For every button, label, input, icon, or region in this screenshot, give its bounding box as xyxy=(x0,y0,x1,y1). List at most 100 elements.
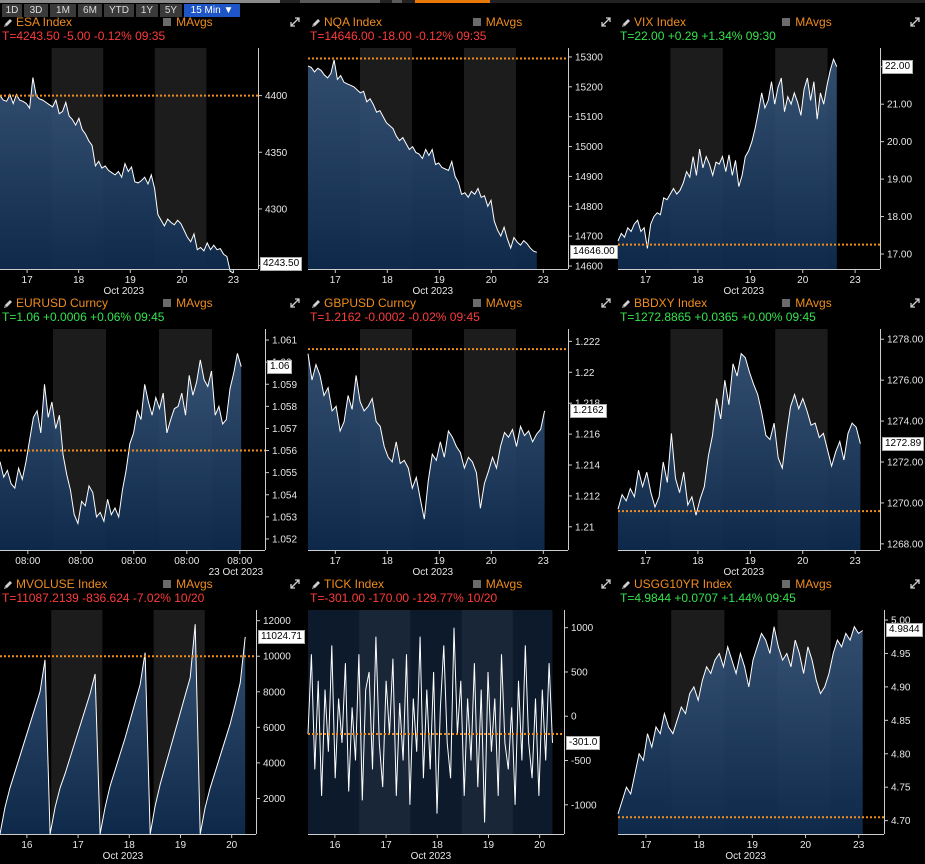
expand-icon[interactable] xyxy=(289,578,301,590)
chart-svg: 1.211.2121.2141.2161.2181.221.2221718192… xyxy=(307,329,600,578)
y-tick-label: 4000 xyxy=(263,758,286,769)
series-line xyxy=(307,59,537,253)
series-line xyxy=(617,57,838,249)
quote-line: T=4.9844 +0.0707 +1.44% 09:45 xyxy=(620,591,796,605)
x-tick-label: 18 xyxy=(73,275,85,286)
chart-svg: 1.052 1.053 1.054 1.055 1.056 1.057 1.058 1.059… xyxy=(0,329,297,578)
x-tick-label: 20 xyxy=(797,556,809,567)
expand-icon[interactable] xyxy=(289,16,301,28)
expand-icon[interactable] xyxy=(289,297,301,309)
pencil-icon[interactable] xyxy=(620,579,632,591)
y-tick-label: 1270.00 xyxy=(887,498,924,509)
mavgs-checkbox[interactable] xyxy=(163,299,172,307)
chart-svg: 4.70 4.75 4.80 4.85 4.90 4.95 5.00 17 18 19 20 23 Oc… xyxy=(617,610,911,862)
mavgs-label[interactable]: MAvgs xyxy=(485,15,523,29)
series-line xyxy=(0,624,246,835)
mavgs-checkbox[interactable] xyxy=(472,580,481,588)
chart-panel-usgg10yr-index: USGG10YR Index MAvgs T=4.9844 +0.0707 +1.4… xyxy=(617,577,925,864)
quote-line: T=14646.00 -18.00 -0.12% 09:35 xyxy=(310,29,487,43)
x-tick-label: 20 xyxy=(486,275,498,286)
pencil-icon[interactable] xyxy=(310,17,322,29)
chart-title[interactable]: VIX Index xyxy=(634,15,687,29)
y-tick-label: 14700 xyxy=(575,232,603,243)
expand-icon[interactable] xyxy=(600,16,612,28)
mavgs-checkbox[interactable] xyxy=(782,580,791,588)
chart-panel-nqa-index: NQA Index MAvgs T=14646.00 -18.00 -0.12% 0… xyxy=(307,15,618,299)
x-tick-label: 18 xyxy=(692,275,704,286)
pencil-icon[interactable] xyxy=(2,579,14,591)
mavgs-checkbox[interactable] xyxy=(472,299,481,307)
mavgs-label[interactable]: MAvgs xyxy=(795,15,832,29)
y-tick-label: 1000 xyxy=(571,623,594,634)
mavgs-label[interactable]: MAvgs xyxy=(176,15,213,29)
pencil-icon[interactable] xyxy=(310,579,322,591)
last-price-tag: 1272.89 xyxy=(882,436,925,451)
expand-icon[interactable] xyxy=(600,297,612,309)
expand-icon[interactable] xyxy=(909,16,921,28)
y-tick-label: 19.00 xyxy=(887,175,912,186)
x-tick-label: 08:00 xyxy=(174,556,199,567)
pencil-icon[interactable] xyxy=(620,298,632,310)
pencil-icon[interactable] xyxy=(620,17,632,29)
last-price-tag: 4243.50 xyxy=(260,257,303,271)
y-tick-label: 1.052 xyxy=(272,534,297,545)
x-tick-label: 20 xyxy=(176,275,188,286)
x-tick-label: 20 xyxy=(800,840,812,851)
chart-panel-eurusd-curncy: EURUSD Curncy MAvgs T=1.06 +0.0006 +0.06% … xyxy=(0,296,305,580)
x-axis-label: Oct 2023 xyxy=(411,851,452,862)
chart-title[interactable]: ESA Index xyxy=(16,15,73,29)
range-button-5y[interactable]: 5Y xyxy=(160,4,182,17)
x-tick-label: 18 xyxy=(124,840,136,851)
chart-title[interactable]: GBPUSD Curncy xyxy=(324,296,417,310)
series-line xyxy=(307,353,546,520)
mavgs-label[interactable]: MAvgs xyxy=(795,296,832,310)
x-tick-label: 17 xyxy=(640,556,652,567)
quote-line: T=22.00 +0.29 +1.34% 09:30 xyxy=(620,29,776,43)
mavgs-label[interactable]: MAvgs xyxy=(176,577,213,591)
mavgs-checkbox[interactable] xyxy=(782,18,791,26)
expand-icon[interactable] xyxy=(909,297,921,309)
x-tick-label: 17 xyxy=(381,840,393,851)
x-tick-label: 19 xyxy=(125,275,137,286)
range-button-3d[interactable]: 3D xyxy=(24,4,48,17)
expand-icon[interactable] xyxy=(909,578,921,590)
pencil-icon[interactable] xyxy=(2,17,14,29)
y-tick-label: 14600 xyxy=(575,262,603,273)
quote-line: T=-301.00 -170.00 -129.77% 10/20 xyxy=(310,591,498,605)
x-tick-label: 23 xyxy=(538,275,550,286)
x-tick-label: 19 xyxy=(483,840,495,851)
chart-svg: 1268.00 1270.00 1272.00 1274.00 1276.00 1278.… xyxy=(617,329,924,578)
mavgs-label[interactable]: MAvgs xyxy=(795,577,832,591)
x-tick-label: 23 xyxy=(850,556,862,567)
range-button-1y[interactable]: 1Y xyxy=(136,4,158,17)
x-tick-label: 20 xyxy=(797,275,809,286)
y-tick-label: 4300 xyxy=(265,204,288,215)
range-button-6m[interactable]: 6M xyxy=(78,4,102,17)
y-tick-label: 1278.00 xyxy=(887,335,924,346)
mavgs-label[interactable]: MAvgs xyxy=(485,296,523,310)
mavgs-checkbox[interactable] xyxy=(782,299,791,307)
chart-title[interactable]: EURUSD Curncy xyxy=(16,296,109,310)
interval-dropdown[interactable]: 15 Min ▼ xyxy=(184,4,240,17)
mavgs-label[interactable]: MAvgs xyxy=(485,577,523,591)
series-area xyxy=(618,353,861,550)
range-button-ytd[interactable]: YTD xyxy=(104,4,134,17)
range-button-1d[interactable]: 1D xyxy=(2,4,22,17)
range-button-1m[interactable]: 1M xyxy=(50,4,76,17)
y-tick-label: 12000 xyxy=(263,616,291,627)
chart-title[interactable]: BBDXY Index xyxy=(634,296,708,310)
pencil-icon[interactable] xyxy=(310,298,322,310)
chart-title[interactable]: MVOLUSE Index xyxy=(16,577,108,591)
mavgs-checkbox[interactable] xyxy=(472,18,481,26)
expand-icon[interactable] xyxy=(600,578,612,590)
chart-svg: 2000 4000 6000 8000 10000 12000 16 17 18 19 20 Oct … xyxy=(0,610,291,862)
mavgs-checkbox[interactable] xyxy=(163,580,172,588)
pencil-icon[interactable] xyxy=(2,298,14,310)
chart-title[interactable]: TICK Index xyxy=(324,577,385,591)
chart-title[interactable]: USGG10YR Index xyxy=(634,577,733,591)
chart-title[interactable]: NQA Index xyxy=(324,15,383,29)
x-tick-label: 08:00 xyxy=(121,556,146,567)
x-tick-label: 20 xyxy=(486,556,498,567)
mavgs-checkbox[interactable] xyxy=(163,18,172,26)
mavgs-label[interactable]: MAvgs xyxy=(176,296,213,310)
